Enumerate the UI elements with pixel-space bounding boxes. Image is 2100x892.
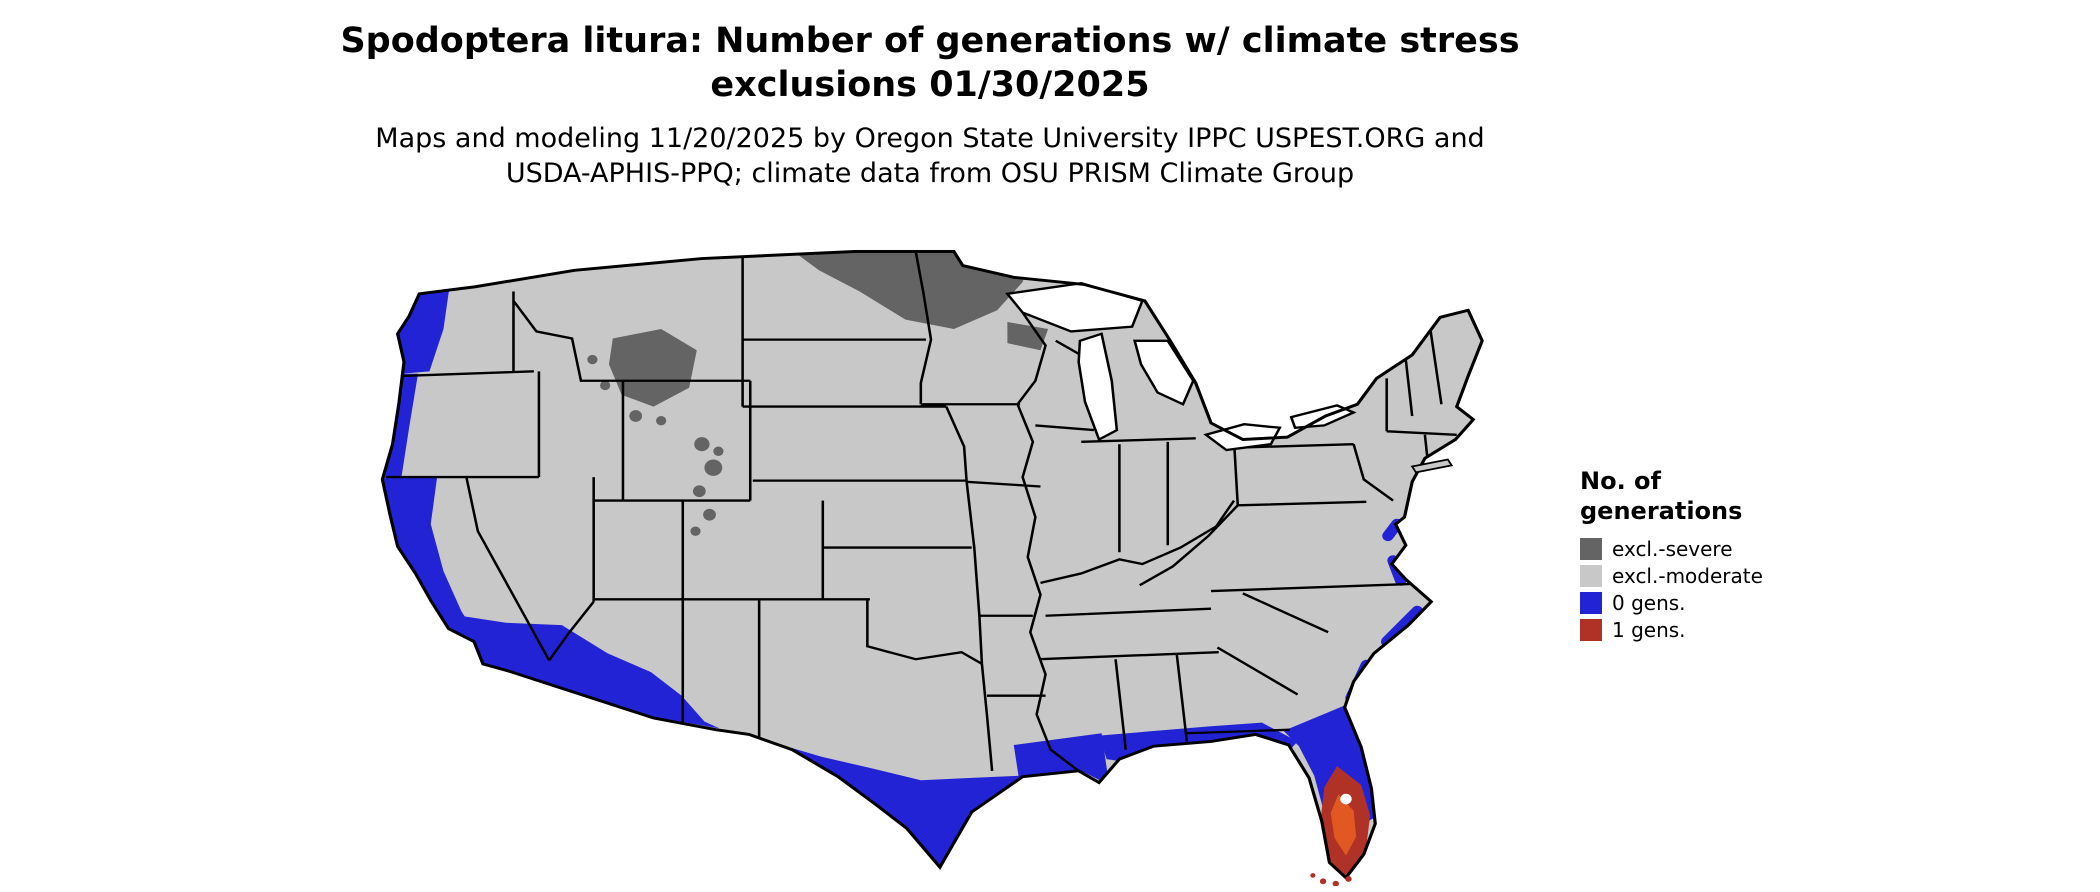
us-landmass-moderate: [382, 251, 1483, 878]
one-generation-regions: [1320, 766, 1371, 878]
lake-okeechobee: [1340, 793, 1352, 805]
lake-huron: [1133, 339, 1195, 406]
lake-michigan: [1077, 332, 1119, 442]
blue-region-south-texas: [765, 740, 1024, 869]
legend-label-1-gens: 1 gens.: [1612, 617, 1686, 642]
severe-speckle: [629, 410, 643, 422]
legend-item-0-gens: 0 gens.: [1580, 589, 1880, 616]
severe-speckle-colorado: [703, 508, 716, 521]
severe-speckle-michigan: [1165, 305, 1176, 315]
severe-speckle-colorado: [692, 485, 706, 498]
page-title: Spodoptera litura: Number of generations…: [330, 20, 1530, 108]
legend-title-line-1: No. of: [1580, 467, 1661, 495]
legend: No. of generations excl.-severe excl.-mo…: [1580, 466, 1880, 643]
legend-title: No. of generations: [1580, 466, 1880, 526]
us-outline: [380, 250, 1484, 881]
state-borders: [386, 251, 1457, 772]
severe-speckle: [587, 354, 598, 365]
florida-key: [1310, 873, 1316, 878]
severe-speckle-colorado: [713, 446, 724, 456]
red-region-florida-core: [1330, 794, 1357, 856]
subtitle-line-2: USDA-APHIS-PPQ; climate data from OSU PR…: [505, 158, 1355, 190]
severe-region-minnesota: [793, 251, 1031, 330]
legend-label-excl-moderate: excl.-moderate: [1612, 563, 1763, 588]
us-map: [320, 228, 1542, 886]
severe-speckle: [600, 380, 611, 391]
legend-item-excl-severe: excl.-severe: [1580, 535, 1880, 562]
legend-swatch-1-gens: [1580, 618, 1602, 641]
title-line-1: Spodoptera litura: Number of generations…: [340, 21, 1520, 61]
florida-key: [1345, 876, 1352, 882]
severe-speckle: [656, 416, 667, 426]
great-lakes: [1005, 282, 1357, 452]
page-subtitle: Maps and modeling 11/20/2025 by Oregon S…: [330, 121, 1530, 191]
subtitle-line-1: Maps and modeling 11/20/2025 by Oregon S…: [375, 123, 1485, 154]
severe-region-duluth: [1007, 322, 1049, 351]
legend-swatch-excl-moderate: [1580, 564, 1602, 587]
severe-speckle-colorado: [704, 459, 723, 476]
blue-region-california: [382, 477, 501, 668]
florida-key: [1332, 880, 1339, 886]
legend-swatch-0-gens: [1580, 591, 1602, 614]
legend-item-excl-moderate: excl.-moderate: [1580, 562, 1880, 589]
severe-speckle-michigan: [1183, 302, 1191, 310]
legend-item-1-gens: 1 gens.: [1580, 616, 1880, 643]
blue-region-southwest-border: [444, 613, 720, 729]
title-line-2: exclusions 01/30/2025: [710, 64, 1150, 105]
legend-label-excl-severe: excl.-severe: [1612, 536, 1733, 561]
legend-label-0-gens: 0 gens.: [1612, 590, 1686, 615]
florida-key: [1319, 878, 1327, 885]
long-island: [1410, 458, 1454, 474]
severe-region-yellowstone: [608, 329, 697, 407]
legend-swatch-excl-severe: [1580, 537, 1602, 560]
us-map-svg: [380, 250, 1484, 886]
legend-title-line-2: generations: [1580, 497, 1743, 525]
great-lakes-fill: [1005, 282, 1357, 452]
florida-keys: [1310, 873, 1352, 886]
legend-items: excl.-severe excl.-moderate 0 gens. 1 ge…: [1580, 535, 1880, 643]
severe-speckle-colorado: [690, 526, 701, 536]
severe-speckle-colorado: [694, 437, 710, 452]
offshore-details: [1310, 458, 1454, 886]
